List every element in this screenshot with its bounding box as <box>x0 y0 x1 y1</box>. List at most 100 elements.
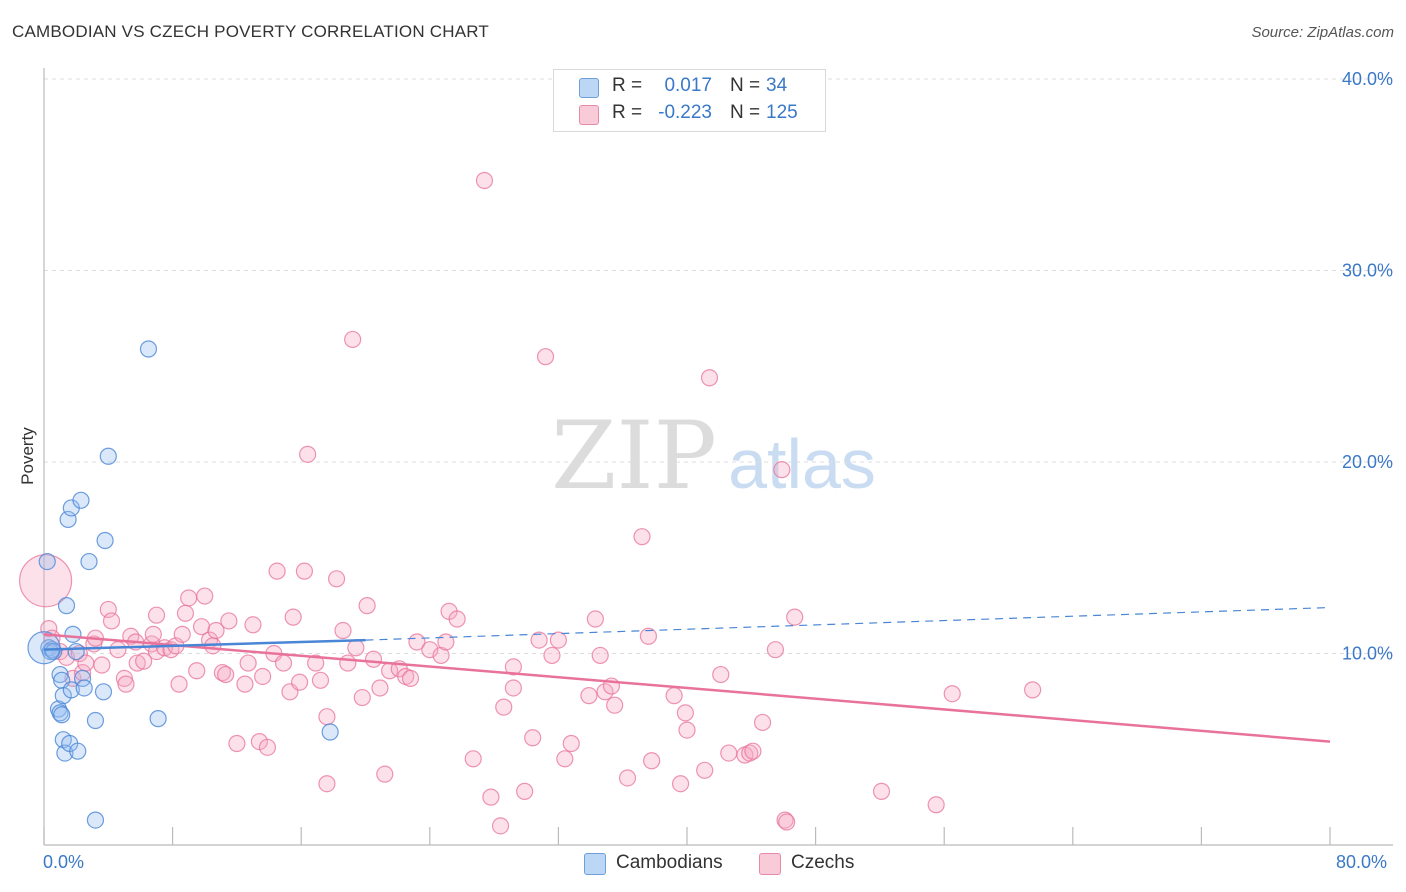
cambodian-point <box>69 742 87 760</box>
czech-point <box>437 633 455 651</box>
czech-point <box>327 570 346 588</box>
czech-point <box>580 687 598 705</box>
czech-point <box>475 171 494 190</box>
cambodian-point <box>139 340 158 358</box>
czech-point <box>284 608 302 626</box>
czech-point <box>665 687 683 705</box>
r-label: R = <box>612 102 643 123</box>
czech-point <box>927 796 945 814</box>
czech-point <box>40 620 58 638</box>
czech-point <box>339 654 357 672</box>
y-tick-label: 20.0% <box>1342 452 1393 472</box>
czech-point <box>207 621 225 640</box>
cambodian-point <box>86 711 105 730</box>
czech-point <box>217 665 235 684</box>
czech-point <box>773 461 791 479</box>
n-label: N = <box>730 75 761 96</box>
cambodian-point <box>72 491 90 509</box>
n-value: 34 <box>766 75 788 96</box>
stats-legend: R = 0.017 N = 34 R = -0.223 N = 125 <box>553 69 826 132</box>
czech-point <box>334 621 352 640</box>
czech-point <box>311 671 330 689</box>
cambodian-point <box>38 552 56 571</box>
cambodian-point <box>67 642 85 661</box>
czech-point <box>239 654 257 672</box>
czechs-swatch <box>579 105 599 125</box>
czech-point <box>596 683 614 701</box>
czech-point <box>364 650 383 668</box>
czech-point <box>347 639 365 657</box>
czech-point <box>562 734 580 753</box>
cambodian-point <box>94 683 113 701</box>
cambodian-point <box>53 706 71 724</box>
czech-point <box>700 369 719 387</box>
czech-point <box>464 750 482 768</box>
czech-point <box>196 587 214 605</box>
czech-point <box>135 652 153 670</box>
czech-point <box>482 788 500 806</box>
watermark-zip: ZIP <box>551 402 717 511</box>
czech-point <box>671 775 690 793</box>
stats-row-cambodians: R = 0.017 N = 34 <box>554 73 825 99</box>
x-tick-label-max: 80.0% <box>1336 852 1388 872</box>
cambodian-point <box>75 679 93 697</box>
cambodian-point <box>96 531 114 550</box>
cambodian-point <box>86 811 105 829</box>
czech-point <box>176 604 195 622</box>
source-label: Source: ZipAtlas.com <box>1251 24 1394 41</box>
cambodian-point <box>80 552 98 571</box>
y-tick-label: 30.0% <box>1342 261 1393 281</box>
series-legend: Cambodians Czechs <box>0 850 1406 880</box>
cambodian-trend-line <box>43 638 366 651</box>
czech-point <box>786 608 804 626</box>
czech-point <box>236 675 254 693</box>
czech-point <box>753 713 772 732</box>
czech-point <box>344 330 362 349</box>
czech-point <box>109 641 127 659</box>
czech-point <box>491 817 510 835</box>
czech-point <box>299 445 317 463</box>
czech-point <box>102 612 121 630</box>
n-label: N = <box>730 102 761 123</box>
y-tick-label: 10.0% <box>1342 644 1393 664</box>
czech-point <box>633 528 651 546</box>
r-value: -0.223 <box>658 102 712 123</box>
czech-point <box>943 685 961 703</box>
czech-point <box>318 775 336 793</box>
cambodian-point <box>149 710 167 728</box>
x-tick-label-min: 0.0% <box>43 852 85 872</box>
cambodian-points <box>27 340 339 829</box>
czech-point <box>639 627 658 645</box>
czech-point <box>318 708 336 726</box>
cambodian-point <box>27 631 61 665</box>
czech-point <box>586 610 604 628</box>
axes <box>43 68 1393 846</box>
czech-point <box>180 589 198 607</box>
czech-point <box>720 744 738 762</box>
cambodian-point <box>99 447 117 465</box>
czech-point <box>258 738 277 756</box>
czech-point <box>19 554 73 608</box>
czech-point <box>228 734 246 753</box>
czech-trend-line <box>43 633 1331 743</box>
czech-points <box>19 171 1042 835</box>
czech-point <box>524 729 542 747</box>
czech-point <box>353 688 371 707</box>
czech-point <box>678 721 696 739</box>
cambodians-legend-swatch <box>584 853 606 875</box>
czech-point <box>766 641 785 659</box>
czech-point <box>376 765 394 783</box>
r-label: R = <box>612 75 643 96</box>
czech-point <box>144 625 162 643</box>
gridlines <box>44 78 1393 654</box>
czech-point <box>516 782 534 800</box>
czech-point <box>147 606 166 624</box>
czech-point <box>170 675 188 693</box>
czech-point <box>696 761 714 779</box>
cambodian-point <box>321 723 339 741</box>
czech-point <box>358 597 376 615</box>
legend-label: Czechs <box>791 852 855 873</box>
czech-point <box>448 610 466 628</box>
cambodian-point <box>57 597 76 615</box>
